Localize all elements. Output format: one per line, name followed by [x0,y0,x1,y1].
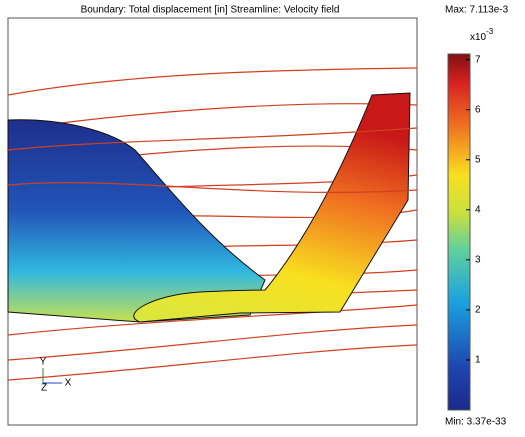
streamlines-front [7,127,418,193]
multiplier-base: x10 [470,32,487,43]
axis-triad: Y Z X [40,357,72,394]
multiplier: x10-3 [470,27,494,43]
body-surface [7,119,266,323]
tick-label: 2 [475,305,481,316]
multiplier-exponent: -3 [486,27,494,36]
max-label: Max: 7.113e-3 [445,5,509,16]
plot-title: Boundary: Total displacement [in] Stream… [81,5,340,16]
tick-label: 6 [475,104,481,115]
tick-label: 4 [475,204,481,215]
tick-label: 5 [475,154,481,165]
tick-label: 3 [475,254,481,265]
axis-label: X [65,378,72,389]
min-label: Min: 3.37e-33 [445,417,507,428]
tick-label: 1 [475,355,481,366]
axis-label: Y [40,357,47,368]
tick-label: 7 [475,54,481,65]
colorbar [447,53,471,411]
colorbar-ticks: 1 2 3 4 5 6 7 [466,54,481,366]
axis-label: Z [41,383,47,394]
fin-surface [133,92,411,323]
